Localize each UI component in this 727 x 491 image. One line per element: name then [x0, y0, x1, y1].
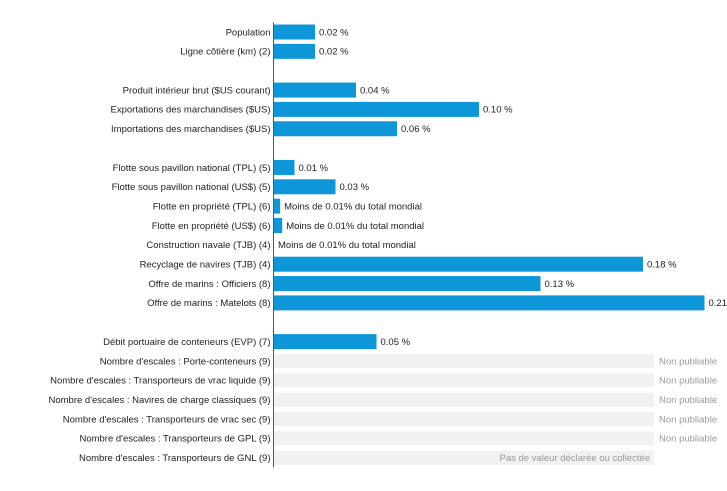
value-label: 0.01 %	[299, 163, 329, 174]
value-label: 0.03 %	[340, 182, 370, 193]
chart-row: Flotte sous pavillon national (TPL) (5) 0…	[113, 159, 329, 175]
chart-row: Nombre d'escales : Transporteurs de vrac…	[50, 373, 717, 388]
category-label: Nombre d'escales : Transporteurs de GPL …	[79, 434, 270, 445]
chart-row: Flotte sous pavillon national (US$) (5) 0…	[112, 179, 370, 195]
category-label: Nombre d'escales : Transporteurs de vrac…	[63, 414, 271, 425]
category-label: Flotte sous pavillon national (TPL) (5)	[113, 163, 271, 174]
value-label: 0.06 %	[401, 124, 431, 135]
status-label: Non publiable	[659, 395, 717, 406]
chart-row: Nombre d'escales : Transporteurs de vrac…	[63, 412, 717, 426]
category-label: Construction navale (TJB) (4)	[146, 240, 270, 251]
chart-rows: Population 0.02 % Ligne côtière (km) (2) 0.…	[49, 24, 727, 465]
value-label: 0.10 %	[483, 105, 513, 116]
value-label: 0.21 %	[709, 298, 727, 309]
category-label: Flotte sous pavillon national (US$) (5)	[112, 182, 271, 193]
chart-row: Exportations des marchandises ($US) 0.10 …	[111, 101, 513, 117]
bar	[274, 101, 479, 117]
category-label: Population	[226, 27, 271, 38]
category-label: Produit intérieur brut ($US courant)	[123, 85, 271, 96]
category-label: Flotte en propriété (US$) (6)	[152, 221, 271, 232]
category-label: Nombre d'escales : Transporteurs de vrac…	[50, 376, 270, 387]
category-label: Nombre d'escales : Transporteurs de GNL …	[79, 453, 271, 464]
chart-row: Recyclage de navires (TJB) (4) 0.18 %	[140, 256, 677, 272]
bar	[274, 24, 315, 40]
chart-row: Débit portuaire de conteneurs (EVP) (7) 0…	[103, 334, 411, 350]
chart-row: Ligne côtière (km) (2) 0.02 %	[180, 43, 349, 59]
no-data-band	[274, 431, 654, 446]
no-data-band	[274, 373, 654, 388]
value-label: 0.13 %	[545, 279, 575, 290]
chart-row: Nombre d'escales : Navires de charge cla…	[49, 392, 717, 407]
bar	[274, 121, 397, 137]
no-data-band	[274, 392, 654, 407]
status-label: Pas de valeur déclarée ou collectée	[499, 453, 650, 464]
bar	[274, 276, 541, 292]
value-label: Moins de 0.01% du total mondial	[286, 221, 424, 232]
chart-row: Nombre d'escales : Porte-conteneurs (9) N…	[100, 353, 717, 368]
category-label: Exportations des marchandises ($US)	[111, 105, 271, 116]
bar	[274, 295, 705, 311]
category-label: Ligne côtière (km) (2)	[180, 47, 270, 58]
chart-row: Nombre d'escales : Transporteurs de GPL …	[79, 431, 717, 446]
value-label: 0.02 %	[319, 47, 349, 58]
bar	[274, 159, 295, 175]
no-data-band	[274, 450, 654, 465]
chart-row: Flotte en propriété (TPL) (6) Moins de 0.…	[153, 198, 422, 214]
category-label: Flotte en propriété (TPL) (6)	[153, 201, 271, 212]
chart-row: Importations des marchandises ($US) 0.06 …	[111, 121, 431, 137]
category-label: Offre de marins : Matelots (8)	[147, 298, 270, 309]
no-data-band	[274, 412, 654, 426]
status-label: Non publiable	[659, 434, 717, 445]
bar	[274, 179, 336, 195]
value-label: Moins de 0.01% du total mondial	[278, 240, 416, 251]
bar	[274, 256, 643, 272]
chart-row: Flotte en propriété (US$) (6) Moins de 0.…	[152, 218, 424, 233]
chart-row: Population 0.02 %	[226, 24, 349, 40]
category-label: Nombre d'escales : Navires de charge cla…	[49, 395, 271, 406]
status-label: Non publiable	[659, 356, 717, 367]
bar	[274, 43, 315, 59]
category-label: Débit portuaire de conteneurs (EVP) (7)	[103, 337, 270, 348]
bar	[274, 82, 356, 98]
status-label: Non publiable	[659, 376, 717, 387]
category-label: Nombre d'escales : Porte-conteneurs (9)	[100, 356, 271, 367]
chart-row: Construction navale (TJB) (4) Moins de 0.…	[146, 240, 415, 251]
no-data-band	[274, 353, 654, 368]
value-label: 0.05 %	[381, 337, 411, 348]
value-label: 0.18 %	[647, 260, 677, 271]
chart-row: Offre de marins : Officiers (8) 0.13 %	[148, 276, 575, 292]
category-label: Offre de marins : Officiers (8)	[148, 279, 270, 290]
value-label: Moins de 0.01% du total mondial	[284, 201, 422, 212]
chart-row: Produit intérieur brut ($US courant) 0.04…	[123, 82, 390, 98]
bar	[274, 334, 377, 350]
category-label: Recyclage de navires (TJB) (4)	[140, 260, 271, 271]
bar	[274, 218, 283, 233]
value-label: 0.02 %	[319, 27, 349, 38]
chart-row: Nombre d'escales : Transporteurs de GNL …	[79, 450, 654, 465]
bar	[274, 198, 281, 214]
value-label: 0.04 %	[360, 85, 390, 96]
status-label: Non publiable	[659, 414, 717, 425]
category-label: Importations des marchandises ($US)	[111, 124, 270, 135]
chart-row: Offre de marins : Matelots (8) 0.21 %	[147, 295, 727, 311]
